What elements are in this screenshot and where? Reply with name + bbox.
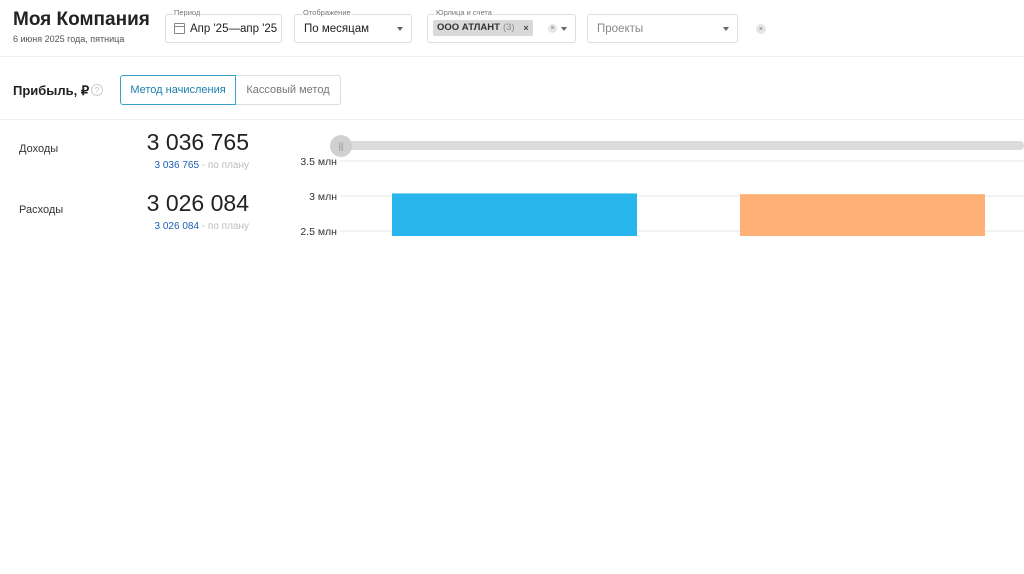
income-bar[interactable]: [392, 193, 637, 236]
entities-select[interactable]: Юрлица и счета ООО АТЛАНТ (3) × ×: [427, 8, 576, 43]
y-tick-label: 3 млн: [309, 191, 337, 203]
entity-chip-count: (3): [502, 22, 515, 33]
period-value: Апр '25—апр '25: [190, 23, 278, 35]
tab-accrual-method[interactable]: Метод начисления: [120, 75, 236, 105]
company-header: Моя Компания 6 июня 2025 года, пятница: [13, 9, 150, 44]
income-plan-suffix: - по плану: [201, 160, 249, 171]
entity-chip-label: ООО АТЛАНТ: [437, 22, 500, 33]
projects-select[interactable]: Проекты: [587, 14, 738, 43]
current-date: 6 июня 2025 года, пятница: [13, 34, 125, 44]
income-value: 3 036 765: [146, 129, 249, 155]
expense-bar[interactable]: [740, 194, 985, 236]
calendar-icon: [174, 23, 185, 34]
company-name: Моя Компания: [13, 9, 150, 30]
expense-label: Расходы: [19, 204, 64, 216]
display-select[interactable]: Отображение По месяцам: [294, 8, 412, 43]
display-value: По месяцам: [304, 23, 370, 35]
chip-remove-icon[interactable]: ×: [523, 23, 529, 33]
chevron-down-icon: [397, 27, 403, 31]
expense-plan: 3 026 084 - по плану: [120, 221, 249, 232]
chart-scrollbar[interactable]: [340, 141, 1024, 150]
chevron-down-icon: [561, 27, 567, 31]
profit-title: Прибыль, ₽: [13, 83, 90, 98]
expense-plan-suffix: - по плану: [201, 221, 249, 232]
scroll-handle[interactable]: ||: [330, 135, 352, 157]
entity-chip[interactable]: ООО АТЛАНТ (3) ×: [433, 20, 533, 36]
projects-placeholder: Проекты: [597, 23, 644, 35]
income-label: Доходы: [19, 143, 59, 155]
profit-chart: 3.5 млн 3 млн 2.5 млн: [300, 156, 1024, 236]
help-icon[interactable]: ?: [91, 84, 103, 96]
clear-entities-icon[interactable]: ×: [548, 24, 557, 33]
top-bar: Моя Компания 6 июня 2025 года, пятница П…: [0, 0, 1024, 57]
period-label: Период: [173, 8, 202, 18]
chevron-down-icon: [723, 27, 729, 31]
display-label: Отображение: [302, 8, 352, 18]
expense-value: 3 026 084: [146, 190, 249, 216]
expense-plan-value: 3 026 084: [154, 221, 200, 232]
period-picker[interactable]: Период Апр '25—апр '25: [165, 8, 282, 43]
y-tick-label: 3.5 млн: [300, 156, 337, 168]
clear-filters-icon[interactable]: ×: [756, 24, 766, 34]
tab-cash-method[interactable]: Кассовый метод: [236, 75, 341, 105]
income-plan-value: 3 036 765: [154, 160, 200, 171]
income-plan: 3 036 765 - по плану: [120, 160, 249, 171]
entities-label: Юрлица и счета: [435, 8, 493, 18]
profit-header: Прибыль, ₽ ? Метод начисления Кассовый м…: [0, 57, 1024, 120]
y-tick-label: 2.5 млн: [300, 226, 337, 236]
